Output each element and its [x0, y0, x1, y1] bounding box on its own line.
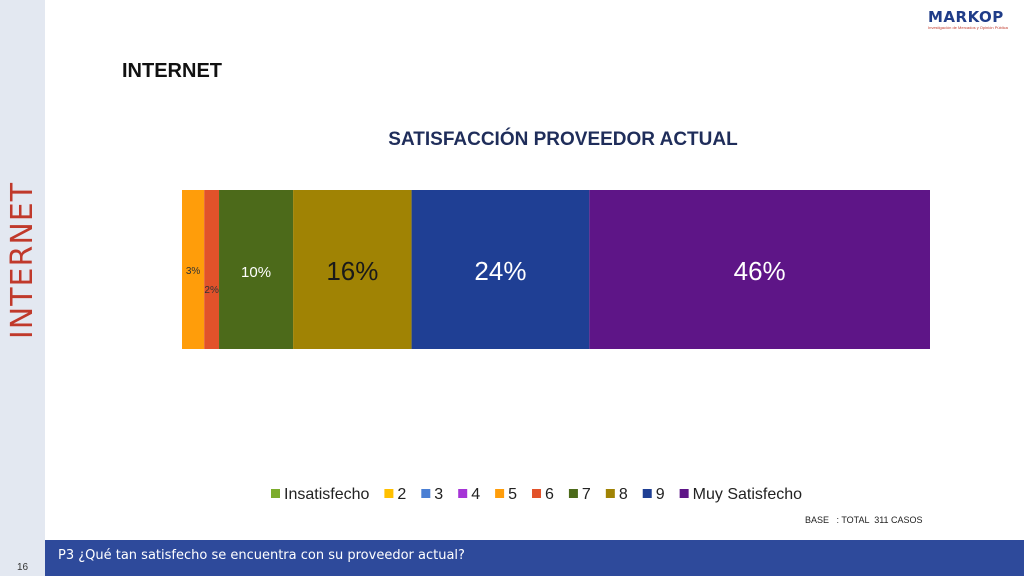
legend-swatch — [568, 489, 578, 498]
logo-wordmark: MARKOP — [928, 8, 1004, 26]
data-label: 24% — [474, 256, 526, 286]
bar-segment-6 — [204, 190, 220, 349]
legend-swatch — [679, 489, 689, 498]
legend-swatch — [642, 489, 652, 498]
legend-label: 8 — [619, 486, 628, 503]
legend-label: 9 — [656, 486, 665, 503]
legend-swatch — [384, 489, 394, 498]
legend-label: 6 — [545, 486, 554, 503]
data-label: 46% — [734, 256, 786, 286]
legend-label: 3 — [434, 486, 443, 503]
company-logo: MARKOP Investigación de Mercados y Opini… — [928, 9, 1018, 39]
legend-swatch — [421, 489, 431, 498]
question-text: P3 ¿Qué tan satisfecho se encuentra con … — [58, 548, 465, 563]
legend-label: 4 — [471, 486, 480, 503]
legend-swatch — [605, 489, 615, 498]
legend-swatch — [495, 489, 505, 498]
legend-swatch — [271, 489, 280, 498]
legend-label: 2 — [397, 486, 406, 503]
legend-swatch — [458, 489, 468, 498]
page-number: 16 — [0, 540, 45, 576]
data-label: 10% — [241, 264, 271, 281]
data-label: 2% — [204, 285, 219, 296]
legend-label: Muy Satisfecho — [693, 486, 802, 503]
base-note: BASE : TOTAL 311 CASOS — [805, 515, 923, 525]
chart-title: SATISFACCIÓN PROVEEDOR ACTUAL — [388, 128, 738, 150]
page-heading: INTERNET — [122, 60, 222, 82]
footer-bar — [0, 540, 1024, 576]
stacked-bar-chart: SATISFACCIÓN PROVEEDOR ACTUAL 3%2% 10% 16% 2… — [182, 128, 930, 503]
logo-tagline: Investigación de Mercados y Opinión Públ… — [928, 25, 1008, 30]
legend-label: Insatisfecho — [284, 486, 369, 503]
legend-label: 7 — [582, 486, 591, 503]
data-label: 3% — [186, 266, 201, 277]
legend-swatch — [532, 489, 542, 498]
bar-segment-8 — [293, 190, 412, 349]
sidebar-panel — [0, 0, 45, 540]
legend-label: 5 — [508, 486, 517, 503]
bar-segment-5 — [182, 190, 205, 349]
data-label: 16% — [326, 256, 378, 286]
bar-segment-muy-satisfecho — [589, 190, 930, 349]
bar-segment-9 — [411, 190, 590, 349]
bar-segment-7 — [219, 190, 294, 349]
